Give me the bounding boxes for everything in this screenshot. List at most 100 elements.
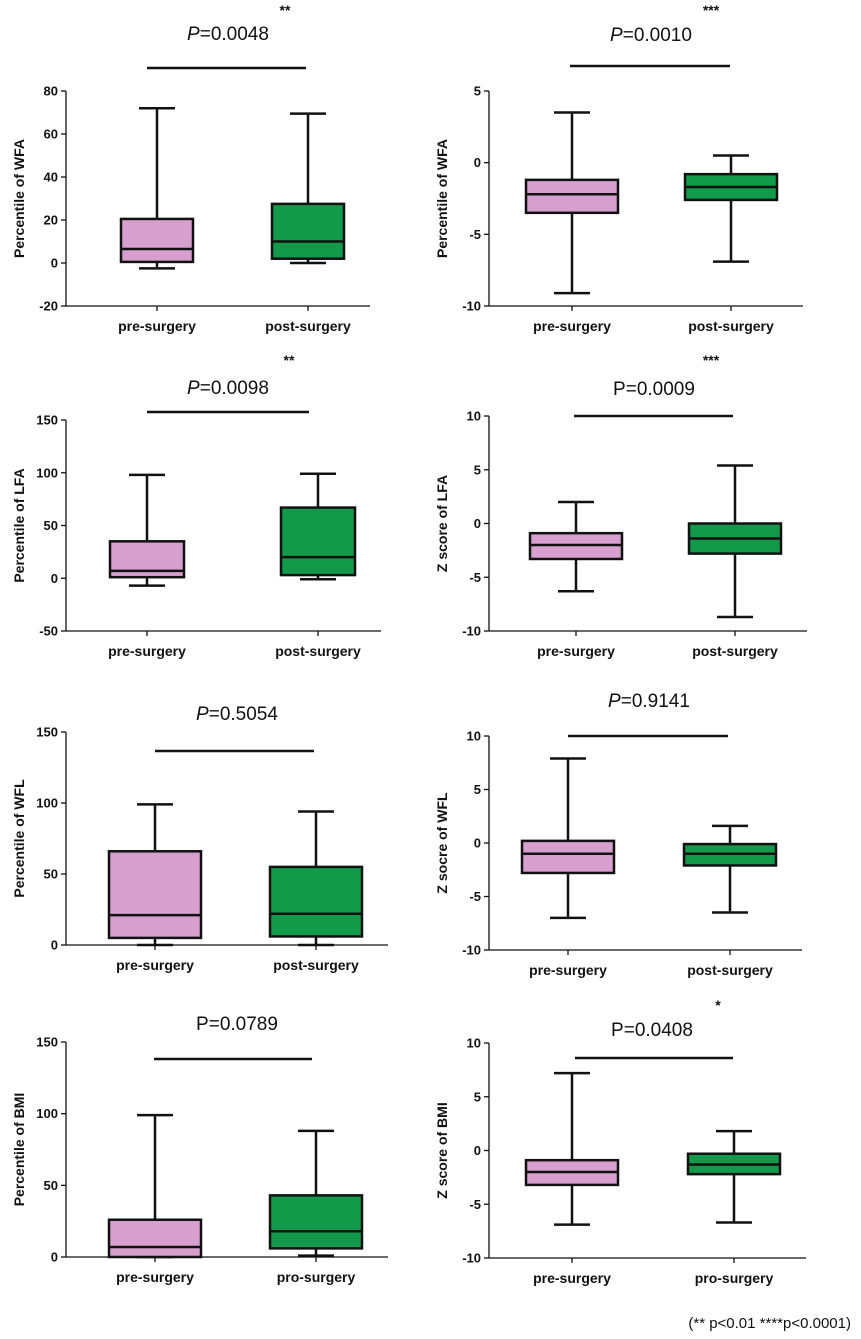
pre-surgery-box bbox=[524, 1071, 620, 1226]
panel-wfl-zscore: -10 -5 0 5 10 Z socre of WFL pre-surgery post-s… bbox=[434, 691, 802, 978]
category-label: pre-surgery bbox=[108, 643, 186, 659]
y-tick-label: -10 bbox=[462, 299, 481, 314]
y-tick-label: -10 bbox=[462, 624, 481, 639]
p-value: P=0.0789 bbox=[196, 1014, 278, 1035]
p-value: =0.0048 bbox=[200, 24, 269, 45]
y-tick-label: 50 bbox=[44, 1178, 58, 1193]
p-value: =0.9141 bbox=[621, 691, 690, 712]
footnote: (** p<0.01 ****p<0.0001) bbox=[688, 1315, 851, 1332]
y-tick-label: 5 bbox=[474, 782, 481, 797]
panel-wfa-percentile: -20 0 20 40 60 80 Percentile of WFA pre-surgery… bbox=[11, 2, 370, 334]
y-tick-label: 10 bbox=[467, 729, 481, 744]
y-tick-label: 0 bbox=[51, 256, 58, 271]
panel-wfl-percentile: 0 50 100 150 Percentile of WFL pre-surgery pos… bbox=[11, 704, 388, 973]
y-axis-label: Z score of BMI bbox=[434, 1102, 450, 1198]
significance-stars: *** bbox=[703, 2, 720, 18]
y-tick-label: 100 bbox=[36, 465, 58, 480]
y-tick-label: 0 bbox=[51, 938, 58, 953]
p-prefix: P bbox=[187, 378, 200, 399]
p-value-label: P=0.0009 bbox=[613, 379, 695, 400]
p-value: =0.5054 bbox=[209, 704, 279, 725]
y-tick-label: 100 bbox=[36, 1106, 58, 1121]
y-tick-label: 50 bbox=[44, 867, 58, 882]
pre-surgery-box bbox=[107, 803, 203, 947]
y-tick-label: 0 bbox=[474, 836, 481, 851]
box-iqr bbox=[107, 850, 203, 940]
y-tick-label: 100 bbox=[36, 796, 58, 811]
category-label: pre-surgery bbox=[529, 962, 607, 978]
y-tick-label: 5 bbox=[474, 1089, 481, 1104]
category-label: post-surgery bbox=[692, 643, 778, 659]
y-tick-label: -10 bbox=[462, 943, 481, 958]
panel-wfa-zscore: -10 -5 0 5 Percentile of WFA pre-surgery post-… bbox=[434, 2, 803, 334]
p-value: =0.0010 bbox=[623, 25, 692, 46]
y-tick-label: 50 bbox=[44, 518, 58, 533]
y-tick-label: 0 bbox=[474, 155, 481, 170]
pre-surgery-box bbox=[520, 757, 616, 920]
category-label: pre-surgery bbox=[533, 318, 611, 334]
y-tick-label: 60 bbox=[44, 127, 58, 142]
post-surgery-box bbox=[268, 810, 364, 947]
box-iqr bbox=[268, 1194, 364, 1250]
pre-surgery-box bbox=[107, 1113, 203, 1259]
pre-surgery-box bbox=[528, 500, 624, 593]
category-label: post-surgery bbox=[265, 318, 351, 334]
y-tick-label: -10 bbox=[462, 1251, 481, 1266]
category-label: pre-surgery bbox=[116, 957, 194, 973]
significance-stars: ** bbox=[280, 2, 291, 18]
y-axis-label: Percentile of BMI bbox=[11, 1093, 27, 1207]
box-iqr bbox=[520, 839, 616, 875]
y-axis-label: Percentile of WFA bbox=[11, 139, 27, 258]
panel-bmi-percentile: 0 50 100 150 Percentile of BMI pre-surgery pro… bbox=[11, 1014, 388, 1285]
category-label: post-surgery bbox=[688, 318, 774, 334]
post-surgery-box bbox=[683, 154, 779, 263]
y-tick-label: -5 bbox=[469, 1197, 481, 1212]
pre-surgery-box bbox=[108, 473, 186, 587]
p-prefix: P bbox=[196, 704, 209, 725]
y-tick-label: 150 bbox=[36, 725, 58, 740]
box-iqr bbox=[268, 865, 364, 938]
p-prefix: P bbox=[608, 691, 621, 712]
y-tick-label: -5 bbox=[469, 570, 481, 585]
category-label: pre-surgery bbox=[118, 318, 196, 334]
category-label: pre-surgery bbox=[116, 1269, 194, 1285]
panel-bmi-zscore: -10 -5 0 5 10 Z score of BMI pre-surgery pro-su… bbox=[434, 997, 806, 1286]
post-surgery-box bbox=[686, 1129, 782, 1224]
p-prefix: P bbox=[610, 25, 623, 46]
p-value: =0.0098 bbox=[200, 378, 269, 399]
y-tick-label: 5 bbox=[474, 84, 481, 99]
box-iqr bbox=[524, 178, 620, 215]
y-tick-label: -20 bbox=[39, 299, 58, 314]
category-label: post-surgery bbox=[275, 643, 361, 659]
p-value: P=0.0009 bbox=[613, 379, 695, 400]
y-tick-label: 0 bbox=[474, 516, 481, 531]
p-value-label: P=0.0048 bbox=[187, 24, 269, 45]
category-label: pre-surgery bbox=[537, 643, 615, 659]
p-value-label: P=0.0010 bbox=[610, 25, 692, 46]
y-tick-label: 150 bbox=[36, 1035, 58, 1050]
pre-surgery-box bbox=[524, 111, 620, 295]
category-label: post-surgery bbox=[273, 957, 359, 973]
y-axis-label: Percentile of WFA bbox=[434, 139, 450, 258]
significance-stars: ** bbox=[284, 352, 295, 368]
p-value: P=0.0408 bbox=[611, 1020, 693, 1041]
y-tick-label: -50 bbox=[39, 624, 58, 639]
y-tick-label: 80 bbox=[44, 84, 58, 99]
post-surgery-box bbox=[268, 1129, 364, 1257]
category-label: pro-surgery bbox=[695, 1270, 774, 1286]
y-tick-label: 10 bbox=[467, 1036, 481, 1051]
panel-lfa-zscore: -10 -5 0 5 10 Z score of LFA pre-surgery post-s… bbox=[434, 352, 807, 659]
y-axis-label: Z socre of WFL bbox=[434, 792, 450, 894]
y-tick-label: 0 bbox=[51, 1250, 58, 1265]
category-label: pre-surgery bbox=[533, 1270, 611, 1286]
box-iqr bbox=[107, 1218, 203, 1259]
box-iqr bbox=[279, 506, 357, 577]
y-axis-label: Percentile of WFL bbox=[11, 779, 27, 898]
p-prefix: P bbox=[187, 24, 200, 45]
category-label: pro-surgery bbox=[277, 1269, 356, 1285]
box-iqr bbox=[270, 202, 346, 260]
p-value-label: P=0.0098 bbox=[187, 378, 269, 399]
p-value-label: P=0.0408 bbox=[611, 1020, 693, 1041]
post-surgery-box bbox=[279, 472, 357, 581]
y-tick-label: 5 bbox=[474, 462, 481, 477]
